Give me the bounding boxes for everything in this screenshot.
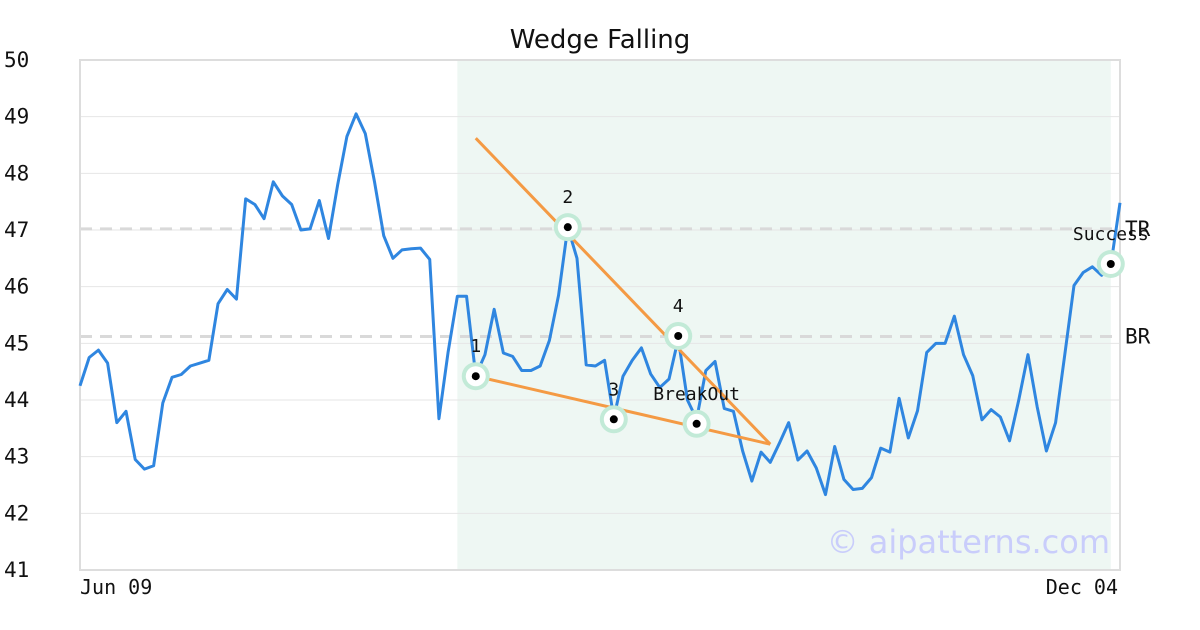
- pattern-point-dot: [563, 223, 572, 232]
- y-tick-label: 50: [4, 48, 29, 72]
- y-tick-label: 45: [4, 331, 29, 355]
- y-tick-label: 47: [4, 218, 29, 242]
- y-tick-label: 42: [4, 501, 29, 525]
- pattern-point-label: 3: [608, 379, 619, 400]
- pattern-point-label: Success: [1073, 224, 1149, 245]
- reference-line-label: BR: [1125, 325, 1151, 349]
- pattern-region-shading: [457, 60, 1111, 570]
- pattern-point-dot: [674, 331, 683, 340]
- y-axis-ticks: 41 42 43 44 45 46 47 48 49 50: [4, 48, 29, 582]
- pattern-point-label: BreakOut: [653, 384, 740, 405]
- series-line: [78, 112, 1122, 497]
- pattern-point-dot: [1106, 260, 1115, 268]
- reference-line-label: TR: [1125, 217, 1151, 241]
- price-series: [78, 112, 1122, 497]
- x-tick-label-last: Dec 04: [1046, 575, 1118, 599]
- pattern-point-label: 4: [673, 296, 684, 317]
- y-tick-label: 41: [4, 558, 29, 582]
- plot-frame: [79, 59, 1121, 571]
- trendline: [474, 137, 772, 446]
- y-tick-label: 44: [4, 388, 29, 412]
- watermark: © aipatterns.com: [827, 523, 1110, 561]
- pattern-point-label: 1: [470, 336, 481, 357]
- pattern-point-label: 2: [562, 187, 573, 208]
- pattern-points: 1 2 3 4 BreakOut Success: [461, 187, 1149, 438]
- y-tick-label: 48: [4, 161, 29, 185]
- pattern-point-dot: [609, 415, 618, 424]
- y-tick-label: 46: [4, 275, 29, 299]
- y-tick-label: 49: [4, 105, 29, 129]
- pattern-point-dot: [471, 372, 480, 381]
- x-tick-label-first: Jun 09: [80, 575, 152, 599]
- y-tick-label: 43: [4, 445, 29, 469]
- pattern-point-dot: [692, 419, 701, 428]
- chart-title: Wedge Falling: [510, 25, 691, 55]
